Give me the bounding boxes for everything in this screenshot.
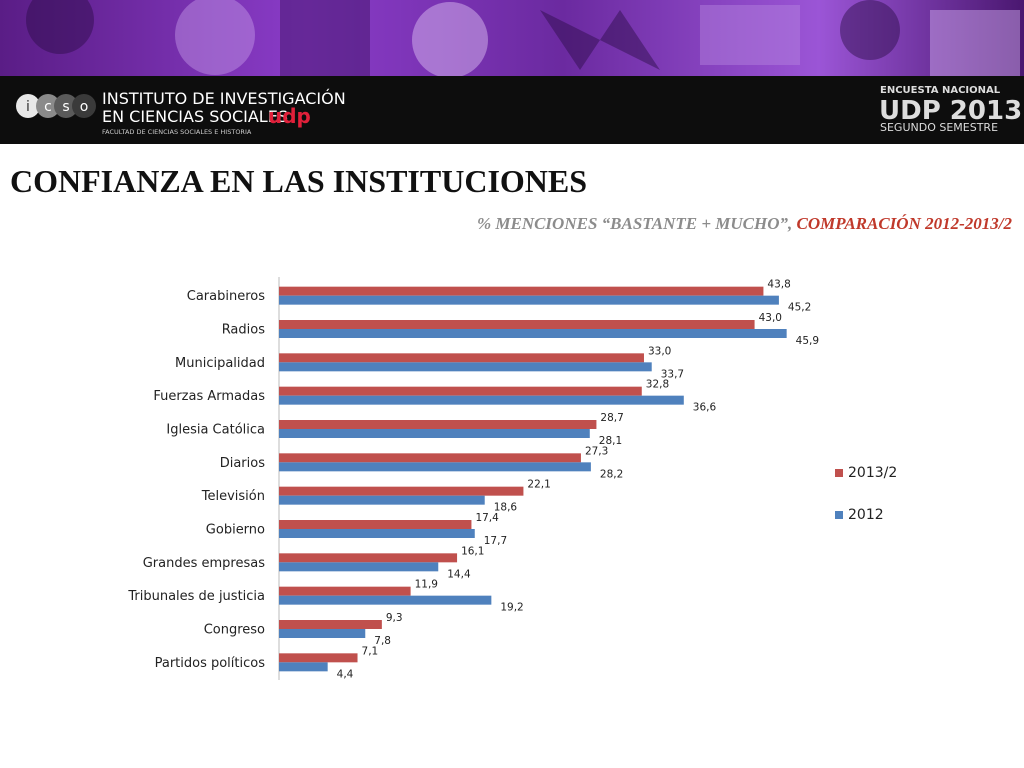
value-label: 4,4 [337, 668, 354, 680]
value-label: 33,0 [648, 345, 671, 357]
bar [279, 486, 524, 496]
value-label: 32,8 [646, 379, 669, 391]
logo-letter: s [62, 99, 69, 115]
value-label: 17,4 [475, 512, 499, 524]
category-label: Tribunales de justicia [127, 589, 265, 604]
bar [279, 562, 439, 572]
institute-line: INSTITUTO DE INVESTIGACIÓN [102, 89, 346, 108]
bar [279, 620, 382, 629]
value-label: 43,8 [767, 279, 790, 291]
bar [279, 295, 779, 305]
bar [279, 653, 358, 663]
bar [279, 529, 475, 538]
value-label: 9,3 [386, 612, 403, 624]
value-label: 28,1 [599, 435, 622, 447]
category-label: Gobierno [206, 523, 265, 538]
category-label: Municipalidad [175, 356, 265, 371]
subtitle-part: COMPARACIÓN 2012-2013/2 [796, 214, 1012, 233]
value-label: 7,1 [362, 645, 379, 657]
udp-mark: udp [268, 104, 311, 128]
bar [279, 353, 644, 363]
category-label: Partidos políticos [155, 656, 266, 671]
category-label: Radios [222, 323, 266, 338]
value-label: 45,9 [796, 335, 819, 347]
survey-semester: SEGUNDO SEMESTRE [880, 121, 998, 134]
bar [279, 629, 366, 638]
value-label: 43,0 [759, 312, 782, 324]
plot: Carabineros 43,8 45,2 Radios 43,0 45,9 Municip… [127, 277, 897, 680]
value-label: 28,7 [600, 412, 623, 424]
value-label: 33,7 [661, 368, 684, 380]
value-label: 36,6 [693, 402, 717, 414]
legend-label: 2013/2 [848, 465, 897, 481]
photo-texture [26, 0, 1020, 78]
logo-circle [72, 94, 96, 118]
bar [279, 586, 411, 596]
logo-circle [36, 94, 60, 118]
value-label: 14,4 [447, 568, 471, 580]
photo-strip [0, 0, 1024, 76]
subtitle-part: % MENCIONES “BASTANTE + MUCHO”, [477, 214, 797, 233]
bar [279, 595, 492, 605]
bar [279, 395, 684, 405]
slide-title: CONFIANZA EN LAS INSTITUCIONES [10, 163, 587, 199]
bar [279, 362, 652, 372]
value-label: 18,6 [494, 502, 518, 514]
value-label: 27,3 [585, 445, 608, 457]
survey-label: ENCUESTA NACIONAL [880, 85, 1001, 96]
bar [279, 495, 485, 505]
bar [279, 662, 328, 672]
header-band [0, 76, 1024, 144]
bar [279, 553, 458, 563]
value-label: 22,1 [527, 479, 550, 491]
survey-title: UDP 2013 [879, 96, 1022, 126]
value-label: 19,2 [500, 602, 523, 614]
category-label: Grandes empresas [143, 556, 265, 571]
category-label: Diarios [220, 456, 265, 471]
category-label: Carabineros [187, 289, 265, 304]
category-label: Fuerzas Armadas [153, 389, 265, 404]
logo-circle [54, 94, 78, 118]
category-label: Iglesia Católica [166, 423, 265, 438]
logo-letter: o [80, 99, 89, 115]
logo-circle [16, 94, 40, 118]
logo-letter: i [26, 99, 30, 115]
value-label: 11,9 [415, 579, 438, 591]
institute-line: EN CIENCIAS SOCIALES [102, 107, 288, 126]
bar [279, 429, 590, 438]
category-label: Congreso [204, 623, 265, 638]
icso-logo: i c s o [16, 94, 96, 118]
bar [279, 329, 787, 338]
legend-swatch [835, 469, 843, 477]
bar [279, 386, 642, 396]
bar [279, 320, 755, 329]
subtitle: % MENCIONES “BASTANTE + MUCHO”, COMPARAC… [477, 214, 1013, 233]
value-label: 28,2 [600, 468, 623, 480]
legend-label: 2012 [848, 507, 884, 523]
category-label: Televisión [201, 489, 265, 504]
value-label: 7,8 [374, 635, 391, 647]
bar [279, 520, 472, 529]
bar [279, 420, 597, 429]
bar [279, 286, 764, 296]
faculty: FACULTAD DE CIENCIAS SOCIALES E HISTORIA [102, 128, 252, 136]
bar [279, 453, 581, 463]
value-label: 16,1 [461, 545, 484, 557]
value-label: 17,7 [484, 535, 507, 547]
value-label: 45,2 [788, 302, 811, 314]
legend-swatch [835, 511, 843, 519]
bar [279, 462, 591, 472]
logo-letter: c [44, 99, 52, 115]
